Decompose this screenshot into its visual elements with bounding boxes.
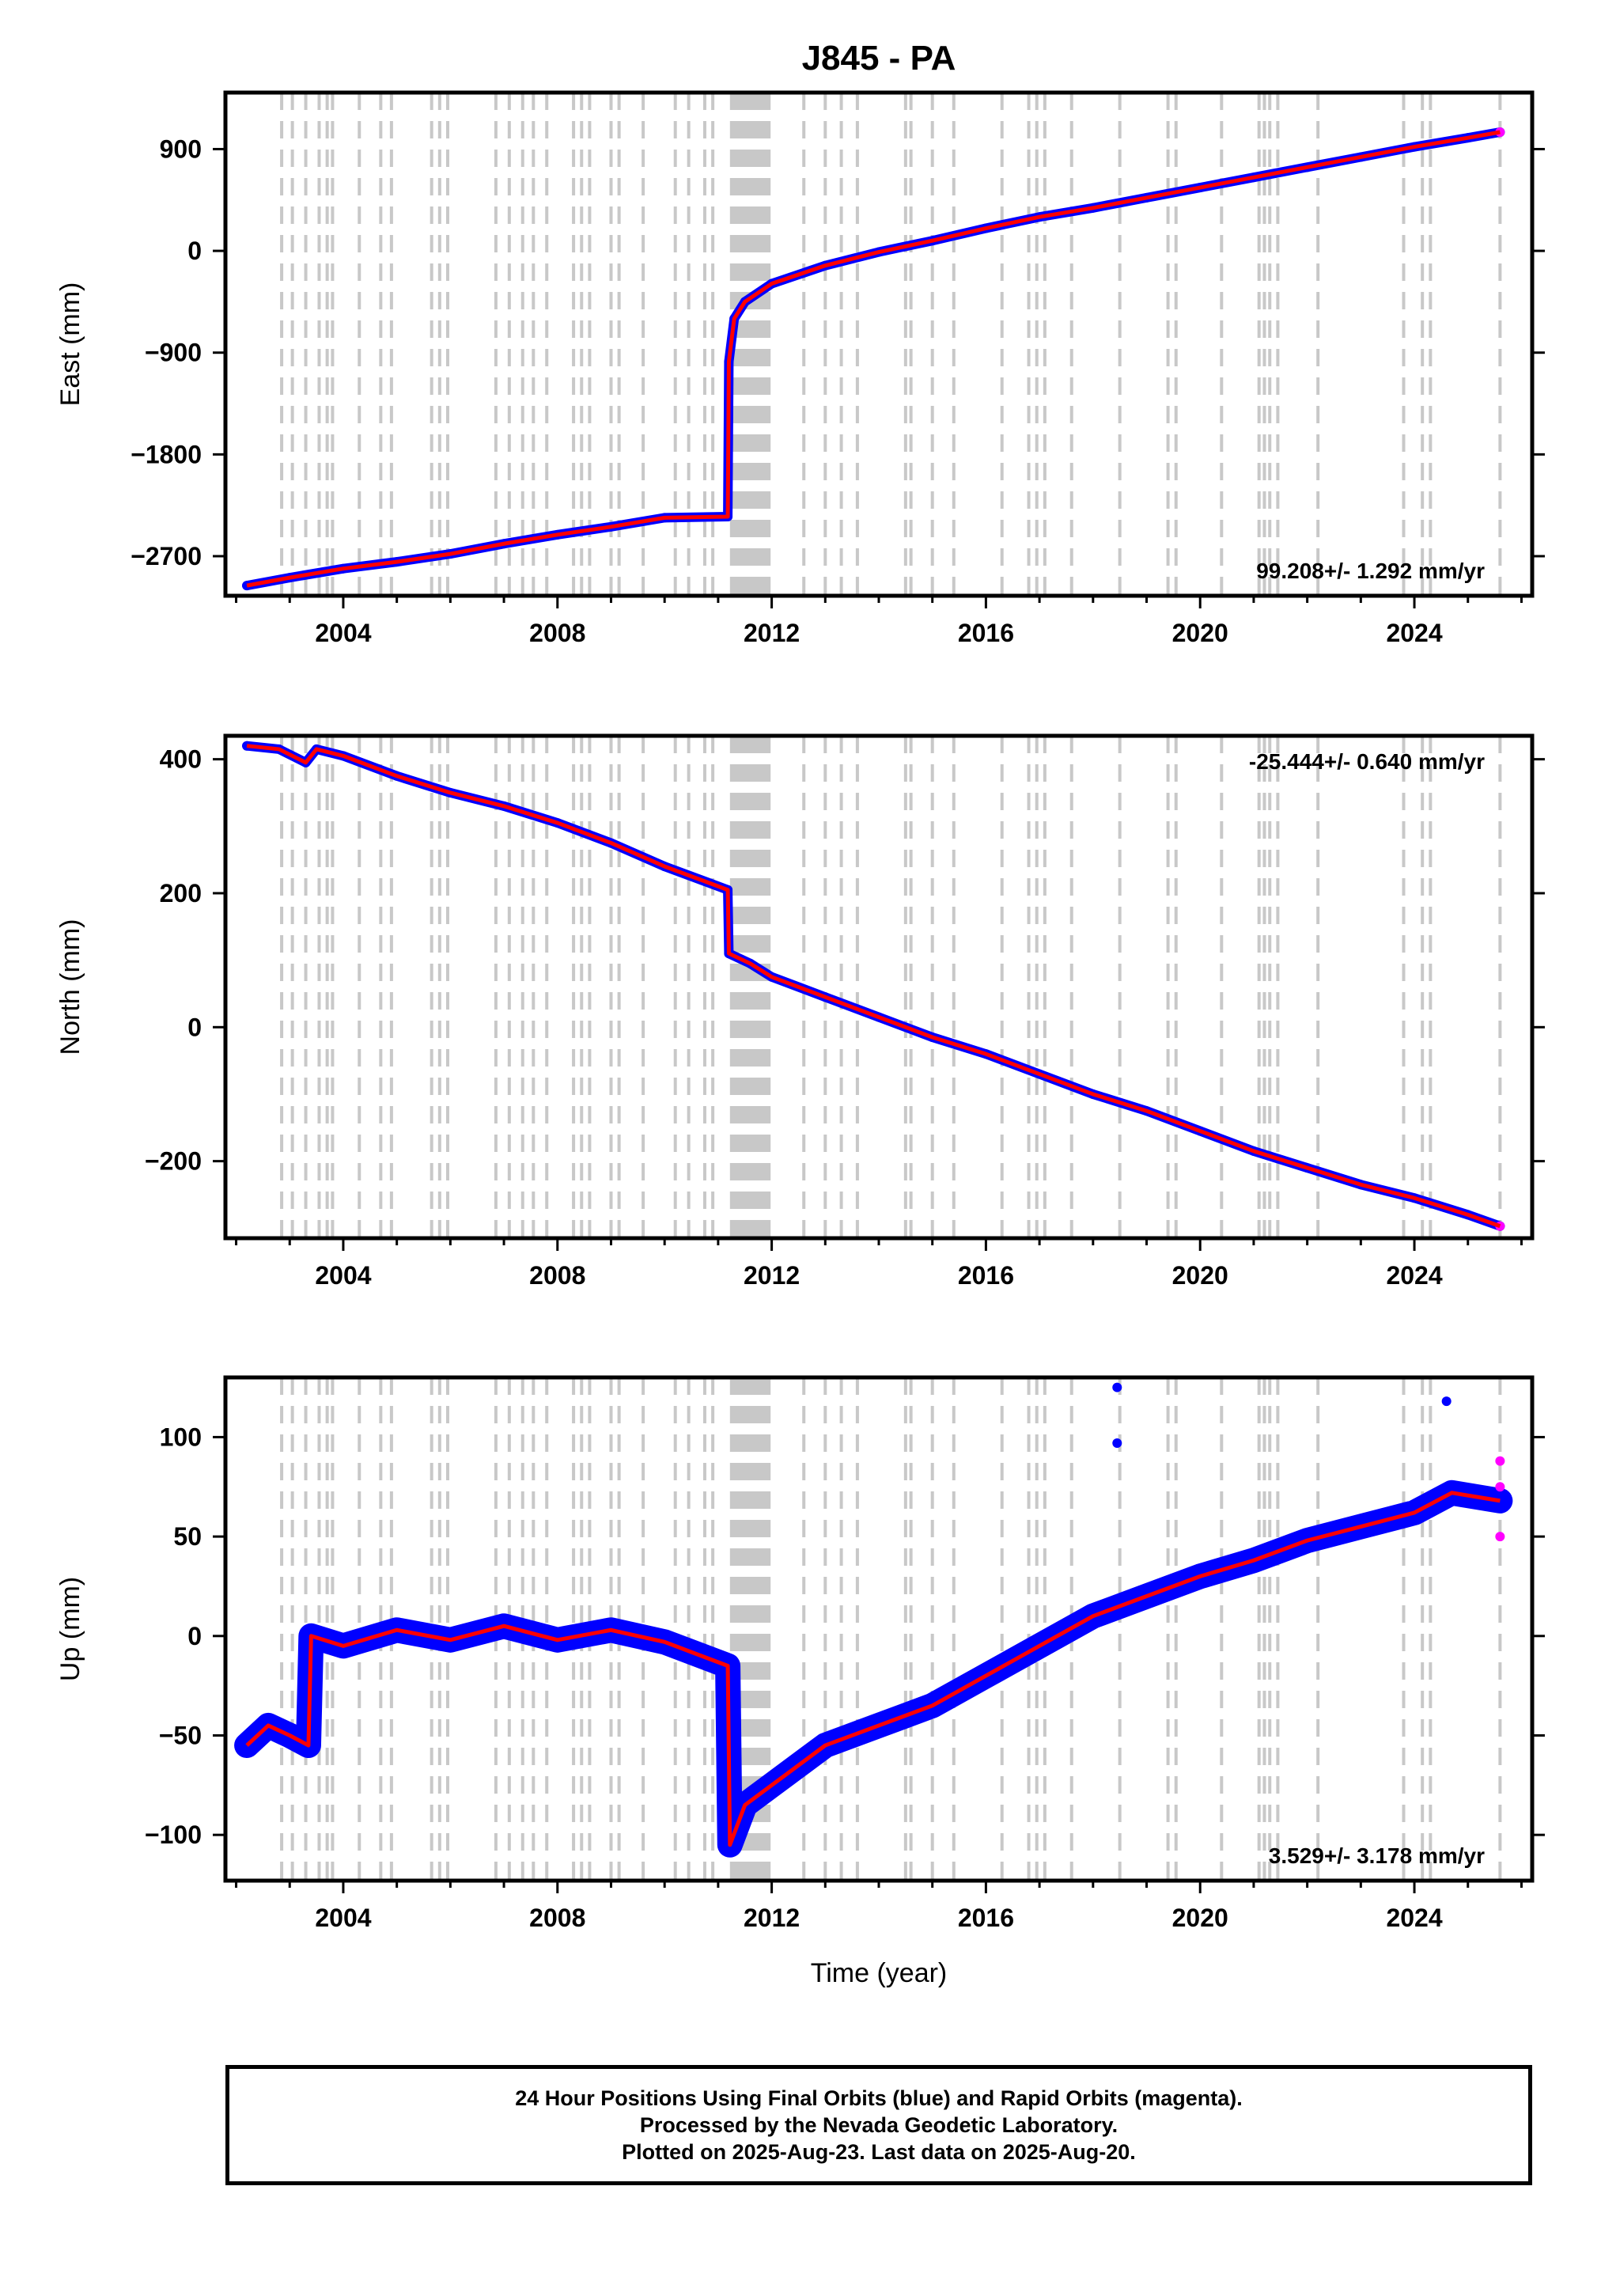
- y-axis-label: East (mm): [55, 282, 85, 407]
- x-tick-label: 2008: [529, 1261, 585, 1290]
- x-tick-label: 2024: [1386, 1261, 1442, 1290]
- x-tick-label: 2020: [1172, 1261, 1228, 1290]
- footer-line-3: Plotted on 2025-Aug-23. Last data on 202…: [622, 2140, 1136, 2164]
- y-tick-label: 900: [160, 135, 202, 163]
- y-tick-label: 100: [160, 1423, 202, 1451]
- y-tick-label: −1800: [131, 440, 202, 468]
- model-line: [246, 744, 1501, 1229]
- x-tick-label: 2012: [744, 619, 800, 647]
- y-tick-label: 0: [187, 1013, 202, 1041]
- event-lines: [280, 736, 1502, 1238]
- rapid-orbit-point: [1495, 1532, 1505, 1542]
- x-tick-label: 2024: [1386, 619, 1442, 647]
- x-tick-label: 2008: [529, 1904, 585, 1932]
- x-tick-label: 2004: [315, 1904, 371, 1932]
- rapid-orbit-point: [1495, 1482, 1505, 1492]
- rate-annotation: 99.208+/- 1.292 mm/yr: [1256, 559, 1485, 583]
- y-tick-label: −200: [145, 1147, 202, 1176]
- rate-annotation: -25.444+/- 0.640 mm/yr: [1249, 749, 1485, 774]
- footer-line-2: Processed by the Nevada Geodetic Laborat…: [639, 2113, 1118, 2137]
- y-tick-label: −2700: [131, 542, 202, 570]
- x-tick-label: 2012: [744, 1261, 800, 1290]
- x-tick-label: 2016: [958, 1261, 1014, 1290]
- y-tick-label: 50: [173, 1522, 202, 1551]
- x-tick-label: 2004: [315, 1261, 371, 1290]
- y-tick-label: 400: [160, 745, 202, 774]
- panel-east: 2004 2008 2012 2016 2020 2024 900 0 −900 −1800 −27…: [55, 90, 1545, 647]
- x-tick-label: 2020: [1172, 1904, 1228, 1932]
- final-orbit-point: [1112, 1438, 1122, 1448]
- panel-north: 2004 2008 2012 2016 2020 2024 400 200 0 −200 North…: [55, 733, 1545, 1290]
- y-tick-label: 0: [187, 237, 202, 265]
- y-axis-label: Up (mm): [55, 1577, 85, 1681]
- panel-up: 2004 2008 2012 2016 2020 2024 100 50 0 −50 −100 Up …: [55, 1375, 1545, 1988]
- y-tick-label: −900: [145, 339, 202, 367]
- y-tick-label: 200: [160, 879, 202, 907]
- y-tick-label: 0: [187, 1622, 202, 1650]
- x-tick-label: 2016: [958, 619, 1014, 647]
- data-scatter-band: [234, 1480, 1513, 1858]
- data-points: [242, 741, 1505, 1231]
- rate-annotation: 3.529+/- 3.178 mm/yr: [1269, 1843, 1485, 1868]
- model-line: [246, 130, 1501, 588]
- x-tick-label: 2024: [1386, 1904, 1442, 1932]
- model-line: [245, 1491, 1501, 1847]
- plot-frame: [223, 733, 1535, 1241]
- footer-note: 24 Hour Positions Using Final Orbits (bl…: [225, 2065, 1532, 2185]
- x-tick-label: 2004: [315, 619, 371, 647]
- data-scatter-band: [242, 127, 1505, 591]
- final-orbit-point: [1112, 1382, 1122, 1392]
- x-tick-label: 2012: [744, 1904, 800, 1932]
- data-scatter-band: [242, 741, 1505, 1231]
- y-tick-label: −50: [159, 1721, 202, 1749]
- x-tick-label: 2008: [529, 619, 585, 647]
- chart-title: J845 - PA: [802, 39, 956, 78]
- plot-frame: [223, 90, 1535, 598]
- x-tick-label: 2016: [958, 1904, 1014, 1932]
- rapid-orbit-point: [1495, 1456, 1505, 1466]
- y-axis-label: North (mm): [55, 919, 85, 1055]
- y-tick-label: −100: [145, 1821, 202, 1849]
- x-tick-label: 2020: [1172, 619, 1228, 647]
- footer-line-1: 24 Hour Positions Using Final Orbits (bl…: [515, 2086, 1243, 2110]
- final-orbit-point: [1441, 1396, 1451, 1407]
- x-axis-label: Time (year): [811, 1958, 948, 1988]
